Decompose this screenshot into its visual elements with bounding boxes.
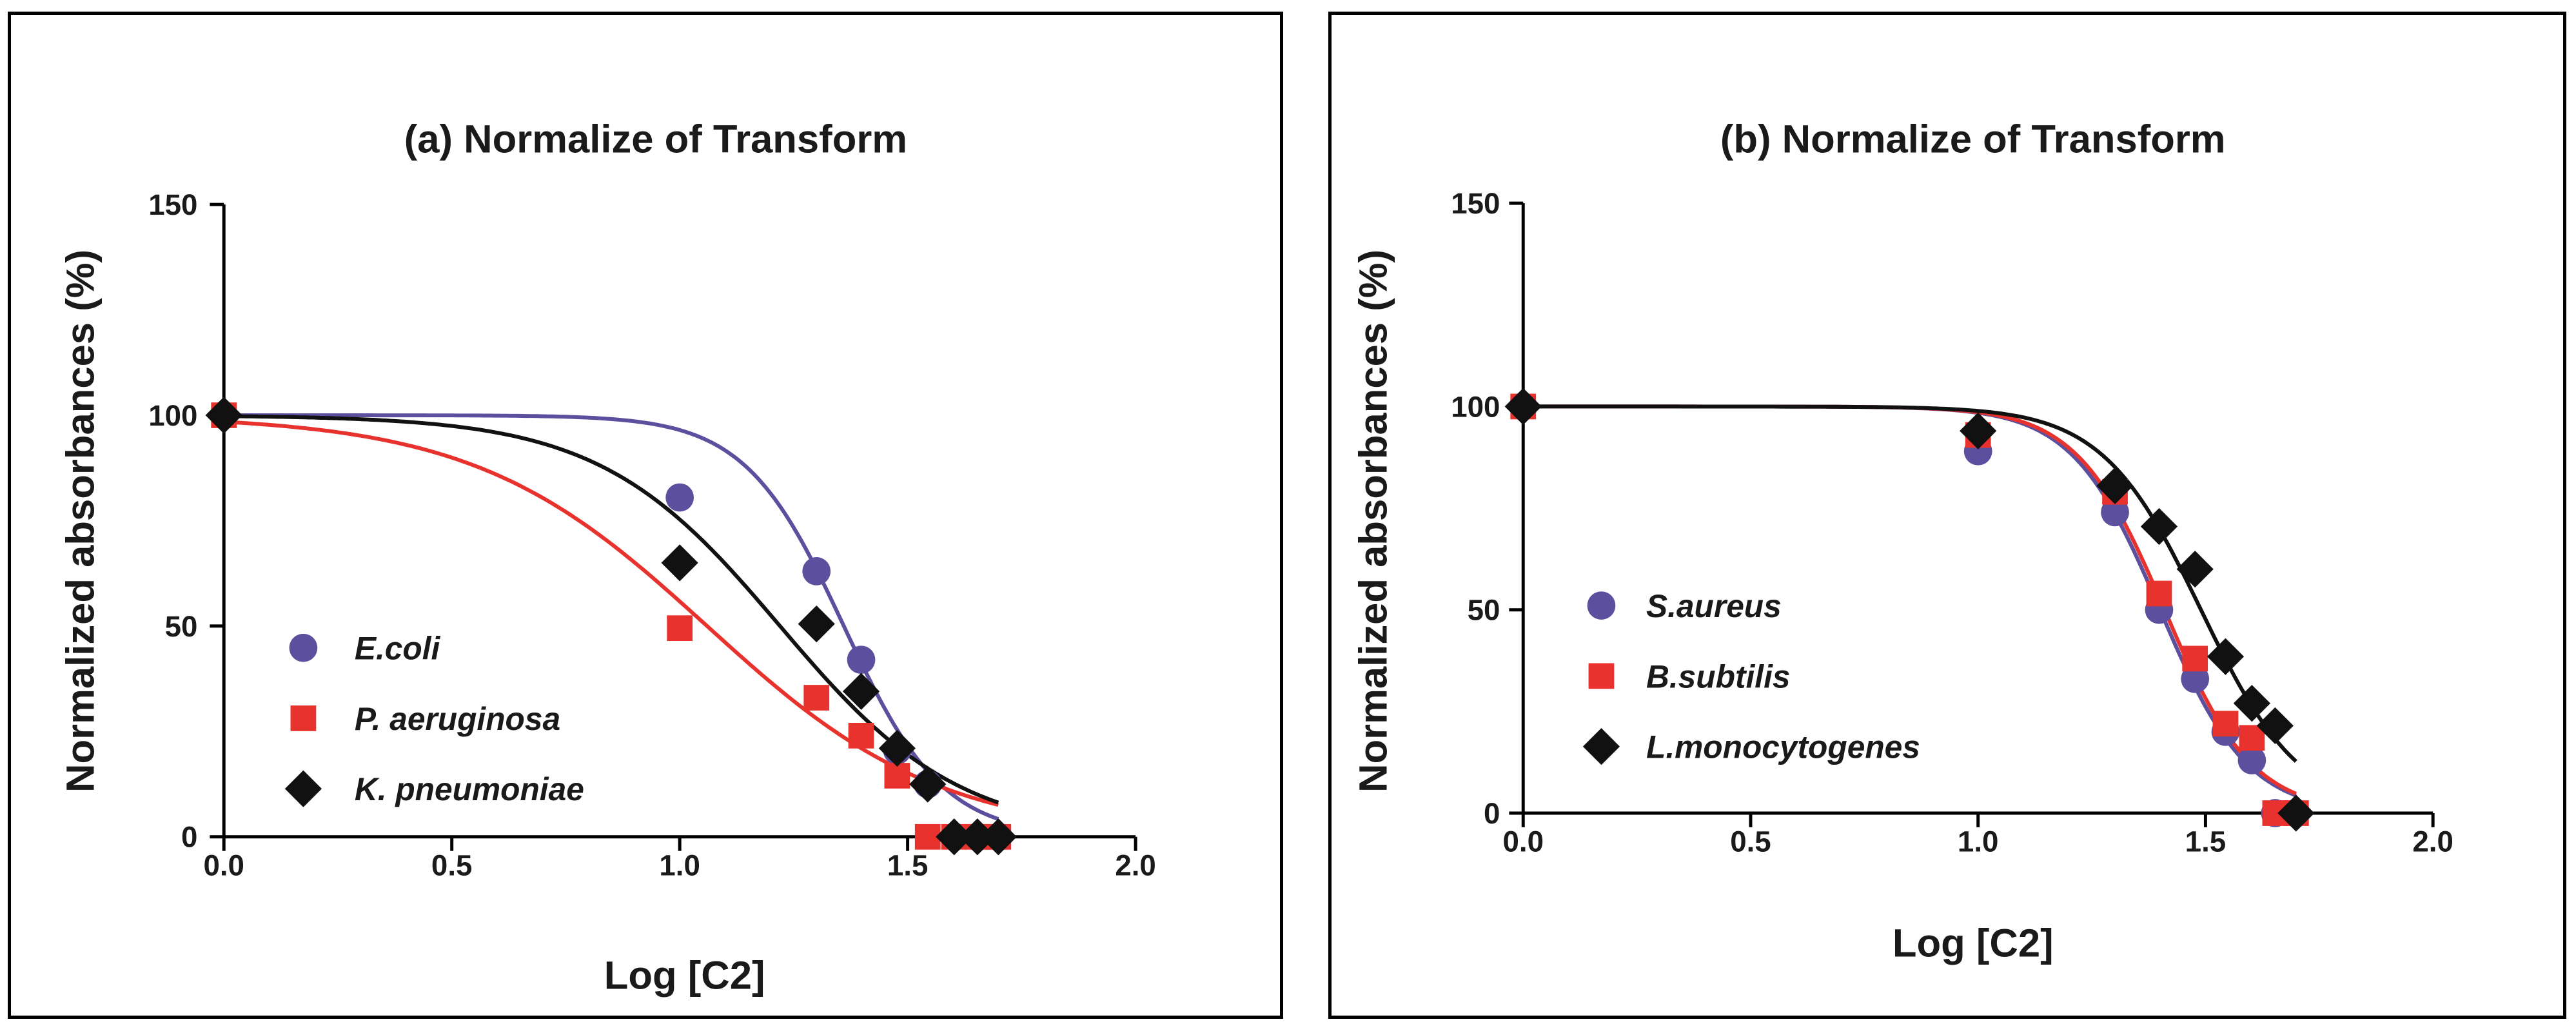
data-point: [665, 483, 694, 512]
data-point: [1960, 412, 1997, 449]
data-point: [909, 765, 947, 803]
y-tick-label: 0: [1484, 797, 1500, 830]
data-point: [2233, 685, 2270, 722]
data-point: [2256, 707, 2294, 745]
y-tick-label: 150: [1451, 187, 1500, 220]
x-tick-label: 1.0: [659, 849, 700, 881]
x-axis-label: Log [C2]: [1893, 921, 2054, 966]
y-axis-label: Normalized absorbances (%): [59, 250, 103, 792]
data-point: [2101, 498, 2129, 527]
data-point: [2182, 645, 2208, 672]
legend-label: P. aeruginosa: [355, 701, 560, 737]
data-point: [2212, 711, 2239, 737]
x-tick-label: 2.0: [1115, 849, 1156, 881]
chart-panel-b: (b) Normalize of Transform Log [C2] Norm…: [1328, 12, 2566, 1019]
data-point: [661, 544, 698, 582]
fit-curve-k-pneumoniae: [224, 414, 999, 805]
legend-marker: [289, 633, 318, 662]
data-point: [667, 615, 693, 642]
legend-marker: [1587, 591, 1616, 620]
y-tick-label: 100: [148, 399, 197, 432]
data-point: [803, 685, 830, 711]
chart-title: (a) Normalize of Transform: [404, 117, 907, 162]
y-tick-label: 150: [148, 188, 197, 221]
x-tick-label: 1.5: [2185, 825, 2227, 858]
data-point: [2096, 467, 2134, 505]
data-point: [878, 729, 916, 767]
x-axis-label: Log [C2]: [604, 953, 765, 998]
data-point: [979, 818, 1017, 856]
data-point: [798, 605, 835, 643]
legend: S.aureus B.subtilis L.monocytogenes: [1582, 588, 1920, 765]
data-point: [1504, 388, 1542, 426]
y-tick-label: 0: [181, 821, 197, 854]
x-tick-label: 2.0: [2412, 825, 2453, 858]
x-tick-label: 0.0: [203, 849, 244, 881]
x-tick-label: 0.5: [431, 849, 473, 881]
data-point: [2146, 580, 2172, 607]
legend-label: B.subtilis: [1646, 658, 1790, 694]
fit-curve-e-coli: [224, 413, 999, 821]
data-point: [959, 818, 996, 856]
axes: [1521, 203, 2433, 815]
data-point: [848, 723, 874, 749]
data-point: [205, 397, 242, 434]
legend: E.coli P. aeruginosa K. pneumoniae: [284, 631, 584, 807]
y-axis-label: Normalized absorbances (%): [1352, 250, 1396, 792]
data-point: [2277, 794, 2315, 832]
series-k-pneumoniae: [205, 397, 1017, 856]
y-tick-label: 50: [165, 610, 198, 643]
data-point: [936, 818, 973, 856]
chart-title: (b) Normalize of Transform: [1720, 117, 2226, 162]
legend-marker: [1582, 728, 1620, 765]
x-tick-label: 0.5: [1730, 825, 1771, 858]
series-l-monocytogenes: [1504, 388, 2315, 832]
legend-marker: [290, 705, 317, 731]
x-tick-label: 1.5: [887, 849, 929, 881]
y-tick-label: 50: [1468, 594, 1500, 627]
chart-panel-a: (a) Normalize of Transform Log [C2] Norm…: [8, 12, 1283, 1019]
data-point: [884, 763, 910, 789]
chart-a: (a) Normalize of Transform Log [C2] Norm…: [59, 117, 1156, 998]
legend-marker: [1588, 663, 1615, 689]
data-point: [2181, 665, 2210, 693]
data-point: [2176, 551, 2214, 588]
data-point: [2207, 638, 2245, 675]
data-point: [2237, 746, 2266, 774]
fit-curve-p-aeruginosa: [224, 420, 999, 807]
y-tick-label: 100: [1451, 390, 1500, 423]
data-point: [802, 557, 831, 585]
legend-marker: [284, 770, 322, 807]
data-point: [2140, 507, 2178, 546]
data-point: [842, 673, 880, 710]
legend-label: S.aureus: [1646, 588, 1782, 624]
legend-label: L.monocytogenes: [1646, 729, 1920, 765]
fit-curve-l-monocytogenes: [1523, 404, 2297, 763]
data-point: [847, 645, 876, 674]
chart-b: (b) Normalize of Transform Log [C2] Norm…: [1352, 117, 2453, 966]
x-tick-label: 0.0: [1502, 825, 1544, 858]
legend-label: E.coli: [355, 631, 441, 667]
x-tick-label: 1.0: [1958, 825, 1999, 858]
legend-label: K. pneumoniae: [355, 771, 584, 807]
